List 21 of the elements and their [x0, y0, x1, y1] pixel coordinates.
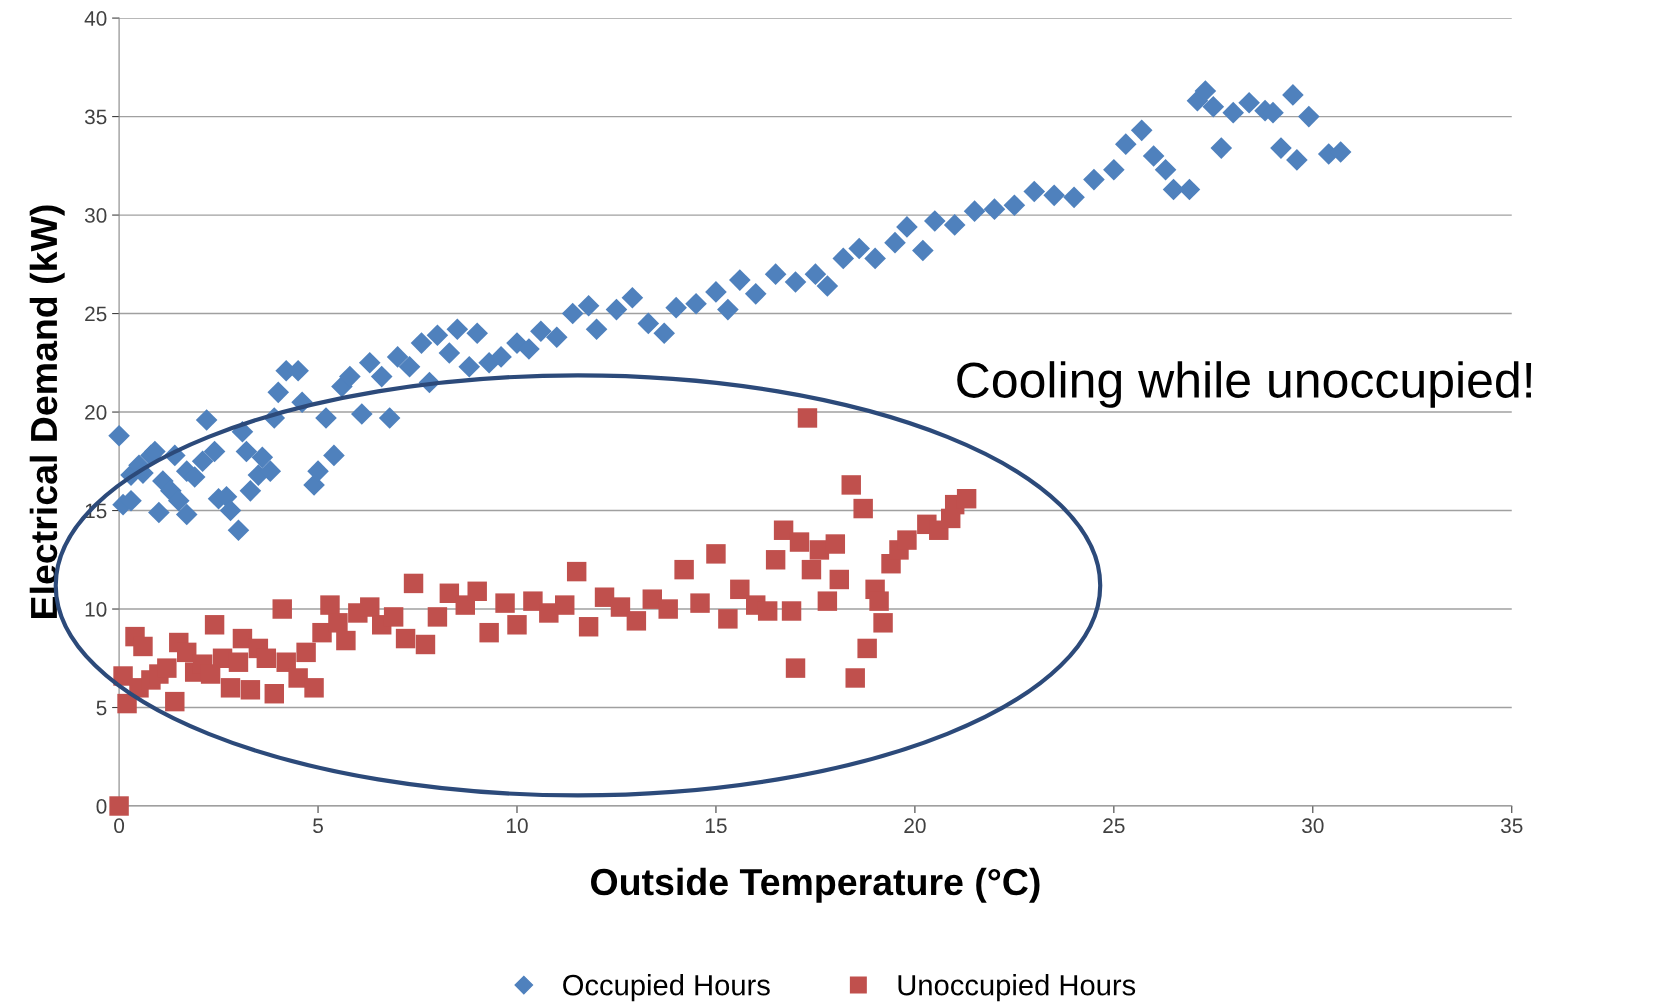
x-tick-label: 35: [1500, 818, 1523, 834]
x-tick-label: 10: [507, 818, 528, 834]
y-tick-label: 25: [85, 306, 107, 322]
y-tick-label: 10: [85, 602, 107, 617]
y-tick-label: 0: [96, 799, 107, 814]
x-axis-title: Outside Temperature (°C): [591, 867, 1040, 903]
x-tick-label: 15: [705, 818, 727, 834]
y-tick-label: 20: [85, 405, 107, 420]
y-tick-label: 5: [96, 700, 107, 716]
legend-label: Occupied Hours: [563, 974, 770, 1002]
x-tick-label: 5: [313, 818, 323, 834]
x-tick-label: 0: [114, 818, 125, 834]
y-tick-label: 40: [84, 11, 107, 26]
x-tick-label: 20: [904, 818, 926, 834]
legend-label: Unoccupied Hours: [898, 974, 1136, 1002]
y-tick-label: 35: [84, 109, 107, 125]
x-tick-label: 25: [1103, 818, 1125, 834]
x-tick-label: 30: [1302, 818, 1324, 834]
y-tick-label: 30: [84, 208, 107, 223]
annotation: Cooling while unoccupied!: [957, 361, 1532, 408]
y-axis-title: Electrical Demand (kW): [29, 205, 65, 618]
